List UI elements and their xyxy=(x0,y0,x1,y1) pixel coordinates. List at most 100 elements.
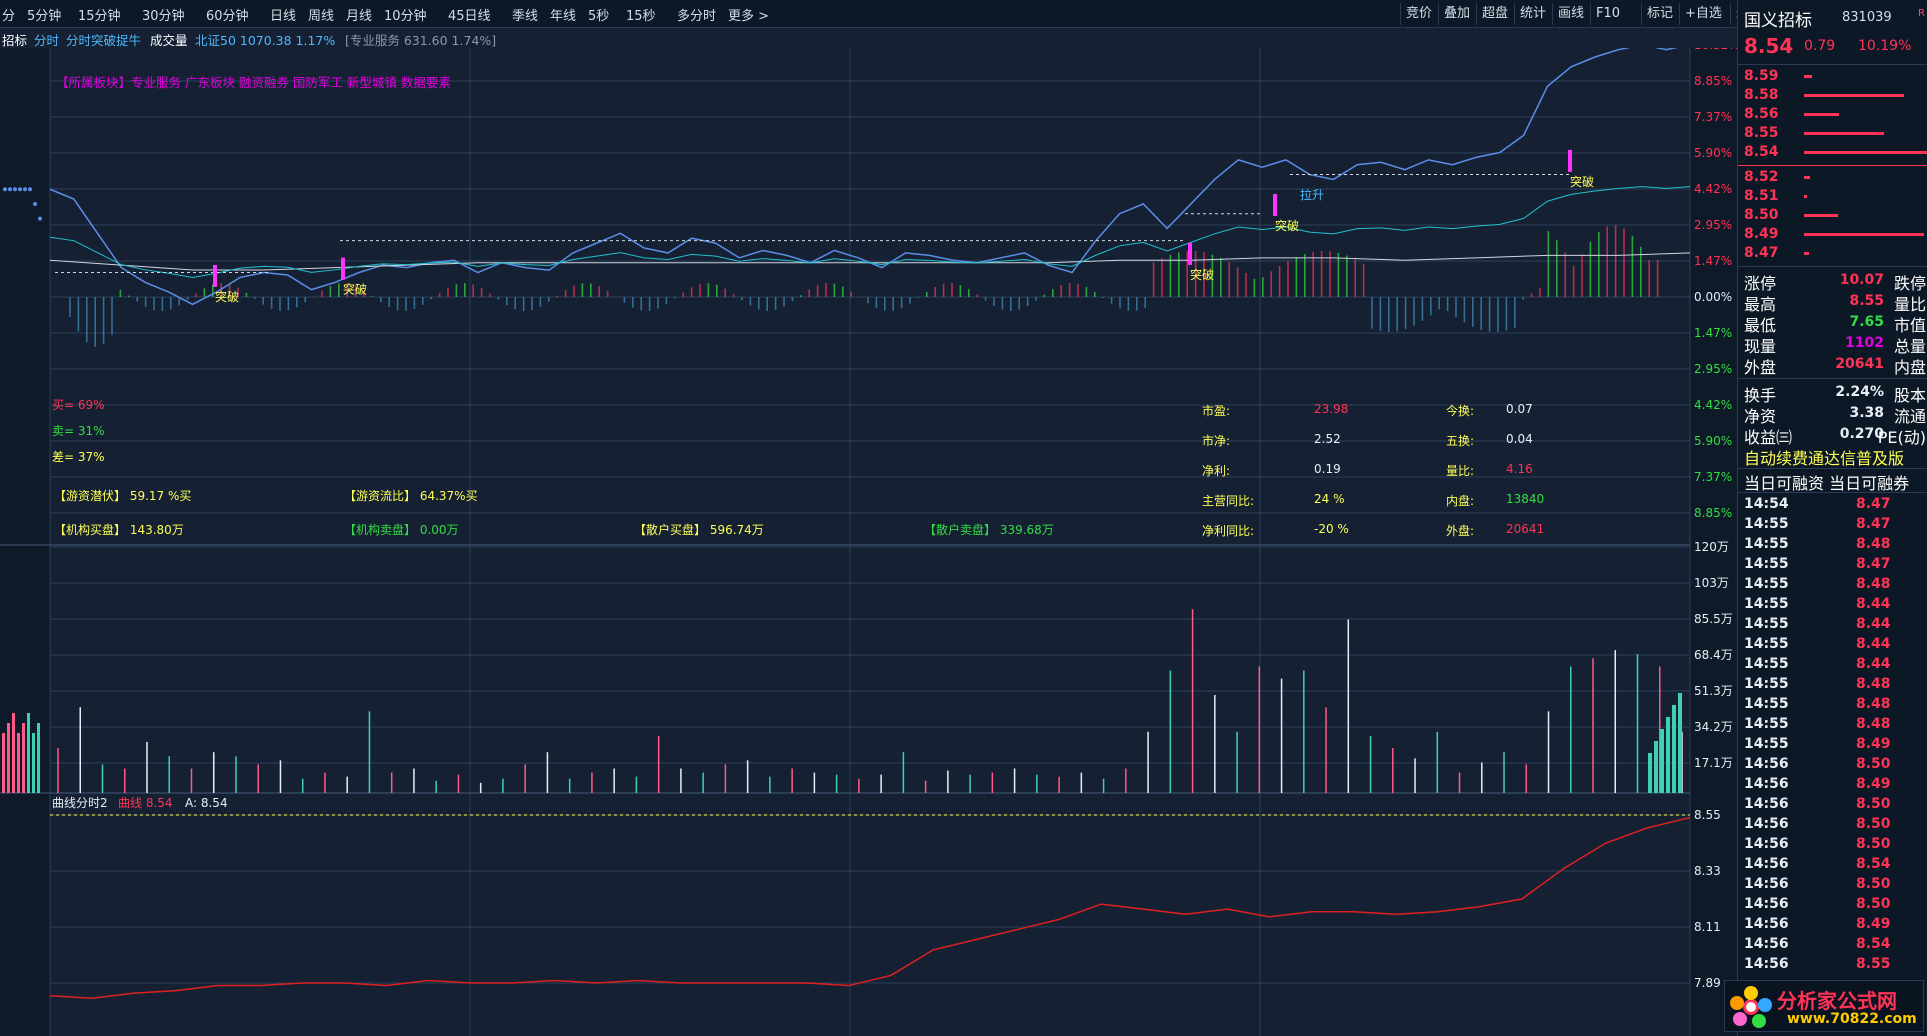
toolbar-action-2[interactable]: 超盘 xyxy=(1476,3,1513,25)
tick-time: 14:56 xyxy=(1744,836,1789,852)
tick-time: 14:55 xyxy=(1744,596,1789,612)
toolbar-period-9[interactable]: 45日线 xyxy=(448,9,491,24)
pct-axis-label: 1.47% xyxy=(1694,326,1732,340)
bid-row: 8.47 xyxy=(1744,245,1924,263)
tick-price: 8.48 xyxy=(1856,576,1891,592)
pre-open-dot xyxy=(13,187,17,192)
toolbar-action-6[interactable]: 标记 xyxy=(1641,3,1678,25)
curve-line xyxy=(49,816,1691,1000)
service-notice[interactable]: 自动续费通达信普及版 xyxy=(1744,449,1905,468)
toolbar-period-8[interactable]: 10分钟 xyxy=(384,9,427,24)
toolbar-period-2[interactable]: 15分钟 xyxy=(78,9,121,24)
tick-row: 14:55 8.48 xyxy=(1744,716,1926,736)
fund-value2-2: 4.16 xyxy=(1506,462,1533,476)
stat-label: 收益㈢ xyxy=(1744,428,1793,447)
tick-row: 14:56 8.50 xyxy=(1744,836,1926,856)
pre-open-volume xyxy=(2,733,5,793)
ratio-2: 差= 37% xyxy=(52,450,105,464)
tab-breakout-indicator[interactable]: 分时突破捉牛 xyxy=(66,33,142,48)
breakout-label: 突破 xyxy=(1190,267,1214,282)
pct-axis-label: 2.95% xyxy=(1694,362,1732,376)
stat-row: 涨停 10.07 跌停 xyxy=(1744,270,1926,293)
tick-price: 8.44 xyxy=(1856,636,1891,652)
toolbar-period-14[interactable]: 多分时 xyxy=(677,9,717,24)
index-overlay-1: 北证50 1070.38 1.17% xyxy=(195,33,336,48)
tick-time: 14:55 xyxy=(1744,536,1789,552)
tick-time: 14:55 xyxy=(1744,576,1789,592)
toolbar-action-7[interactable]: +自选 xyxy=(1679,3,1727,25)
tab-timeshare[interactable]: 分时 xyxy=(34,33,60,48)
flow-1: 【机构卖盘】 0.00万 xyxy=(344,523,459,537)
toolbar-period-4[interactable]: 60分钟 xyxy=(206,9,249,24)
toolbar-period-3[interactable]: 30分钟 xyxy=(142,9,185,24)
tick-price: 8.50 xyxy=(1856,836,1891,852)
bid-volume-bar xyxy=(1804,233,1924,236)
fund-value-4: -20 % xyxy=(1314,522,1349,536)
ask-row: 8.58 xyxy=(1744,87,1924,105)
fund-value2-1: 0.04 xyxy=(1506,432,1533,446)
closing-volume xyxy=(1648,753,1652,793)
toolbar-period-15[interactable]: 更多 > xyxy=(728,9,770,24)
pre-open-volume xyxy=(7,723,10,793)
tick-price: 8.47 xyxy=(1856,516,1891,532)
tick-row: 14:55 8.44 xyxy=(1744,596,1926,616)
toolbar-period-7[interactable]: 月线 xyxy=(346,9,373,24)
stat-label: 最低 xyxy=(1744,316,1777,335)
stat-value: 10.07 xyxy=(1839,272,1884,288)
fund-label-0: 市盈: xyxy=(1202,404,1231,418)
toolbar-period-1[interactable]: 5分钟 xyxy=(27,9,62,24)
toolbar-action-5[interactable]: F10 xyxy=(1590,3,1625,25)
tick-row: 14:54 8.47 xyxy=(1744,496,1926,516)
toolbar-period-6[interactable]: 周线 xyxy=(308,9,335,24)
chart-area[interactable]: 10.32% 8.85% 7.37% 5.90% 4.42% 2.95% 1.47% 0.00… xyxy=(0,48,1737,1036)
pct-axis-label: 7.37% xyxy=(1694,110,1732,124)
bid-ask-separator xyxy=(1738,165,1927,166)
tick-row: 14:55 8.49 xyxy=(1744,736,1926,756)
breakout-label: 突破 xyxy=(1570,174,1594,189)
toolbar-period-0[interactable]: 分 xyxy=(2,9,16,24)
stat2-row: 换手 2.24% 股本 xyxy=(1744,382,1926,405)
tick-price: 8.44 xyxy=(1856,656,1891,672)
pre-open-volume xyxy=(27,713,30,793)
left-gutter xyxy=(0,48,50,1036)
closing-volume xyxy=(1654,741,1658,793)
bid-row: 8.51 xyxy=(1744,188,1924,206)
tick-row: 14:56 8.50 xyxy=(1744,756,1926,776)
fund-value-3: 24 % xyxy=(1314,492,1345,506)
bid-price: 8.49 xyxy=(1744,226,1779,242)
tick-row: 14:55 8.48 xyxy=(1744,696,1926,716)
tick-price: 8.47 xyxy=(1856,496,1891,512)
tick-price: 8.54 xyxy=(1856,936,1891,952)
ask-volume-bar xyxy=(1804,75,1812,78)
toolbar-action-4[interactable]: 画线 xyxy=(1552,3,1589,25)
toolbar-period-10[interactable]: 季线 xyxy=(512,9,539,24)
toolbar-action-0[interactable]: 竞价 xyxy=(1400,3,1437,25)
stat-label-right: 流通 xyxy=(1893,407,1926,426)
stat-row: 最高 8.55 量比 xyxy=(1744,291,1926,314)
bid-volume-bar xyxy=(1804,252,1809,255)
tick-price: 8.50 xyxy=(1856,796,1891,812)
capital-0: 【游资潜伏】 59.17 %买 xyxy=(54,489,192,503)
stat-row: 现量 1102 总量 xyxy=(1744,333,1926,356)
bid-price: 8.51 xyxy=(1744,188,1779,204)
tick-row: 14:55 8.48 xyxy=(1744,536,1926,556)
toolbar-period-5[interactable]: 日线 xyxy=(270,9,297,24)
toolbar-period-12[interactable]: 5秒 xyxy=(588,9,610,24)
pre-open-volume xyxy=(17,733,20,793)
bid-price: 8.47 xyxy=(1744,245,1779,261)
tick-time: 14:56 xyxy=(1744,896,1789,912)
fund-value-0: 23.98 xyxy=(1314,402,1349,416)
stat-value: 2.24% xyxy=(1835,384,1884,400)
toolbar-period-11[interactable]: 年线 xyxy=(550,9,577,24)
stat-label-right: 跌停 xyxy=(1893,274,1926,293)
closing-volume xyxy=(1672,705,1676,793)
toolbar-period-13[interactable]: 15秒 xyxy=(626,9,656,24)
bid-price: 8.50 xyxy=(1744,207,1779,223)
ask-price: 8.56 xyxy=(1744,106,1779,122)
stat-label-right: 总量 xyxy=(1893,337,1926,356)
toolbar-action-1[interactable]: 叠加 xyxy=(1438,3,1475,25)
stock-flag: R xyxy=(1918,8,1925,19)
tick-price: 8.48 xyxy=(1856,536,1891,552)
toolbar-action-3[interactable]: 统计 xyxy=(1514,3,1551,25)
fund-value2-0: 0.07 xyxy=(1506,402,1533,416)
